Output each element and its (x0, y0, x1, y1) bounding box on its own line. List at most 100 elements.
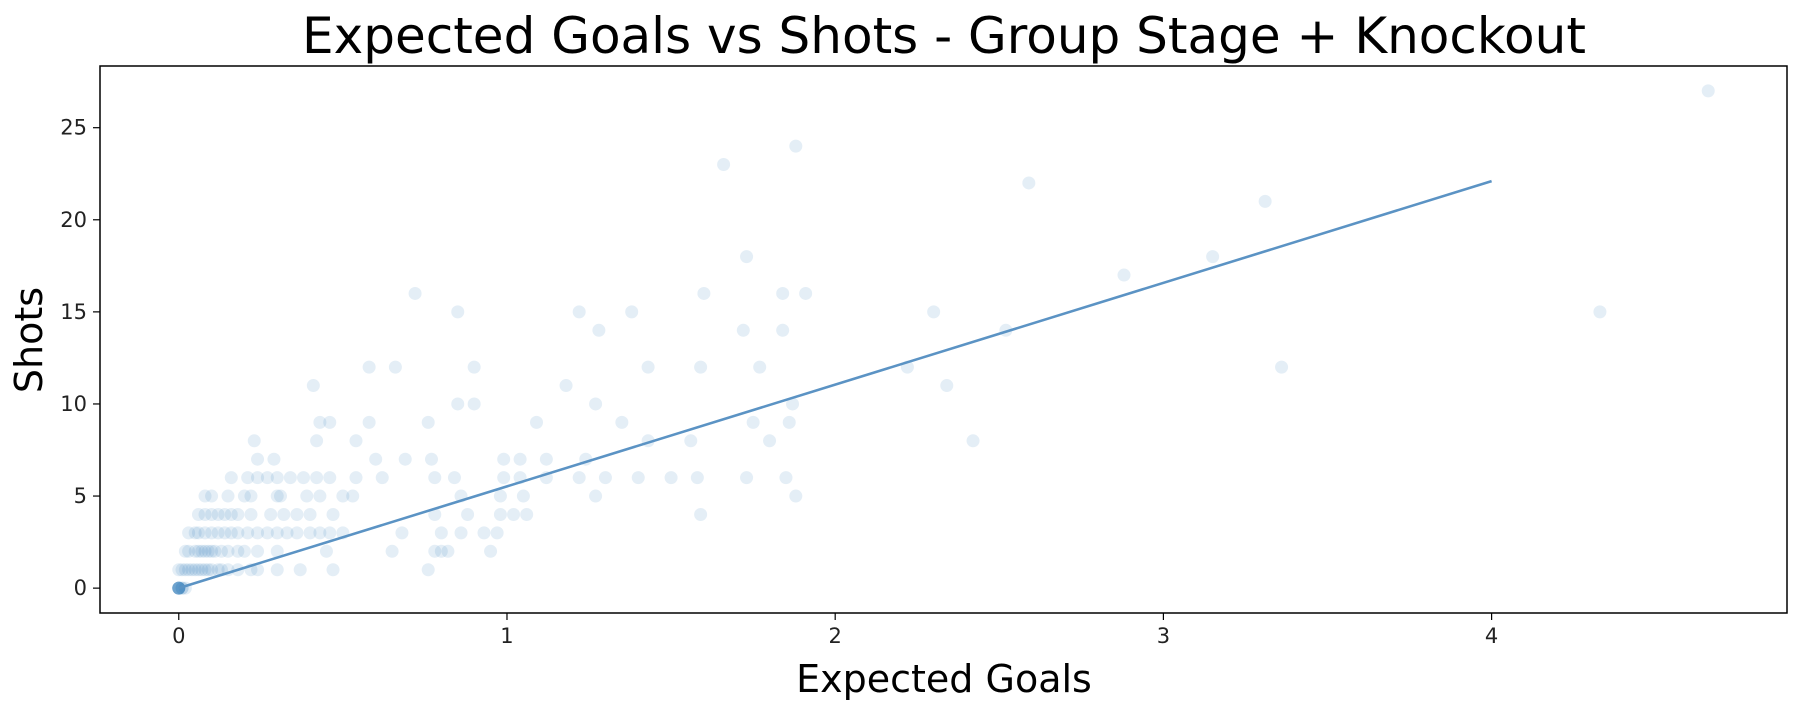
data-point (198, 489, 212, 503)
data-point (375, 471, 389, 485)
data-point (434, 544, 448, 558)
data-point (497, 471, 511, 485)
data-point (428, 544, 442, 558)
data-point (195, 563, 209, 577)
data-point (641, 360, 655, 374)
data-point (763, 434, 777, 448)
chart-title: Expected Goals vs Shots - Group Stage + … (302, 7, 1586, 65)
data-point (434, 526, 448, 540)
data-point (507, 507, 521, 521)
data-points (172, 84, 1715, 595)
data-point (201, 544, 215, 558)
data-point (493, 507, 507, 521)
data-point (270, 544, 284, 558)
data-point (293, 563, 307, 577)
data-point (398, 452, 412, 466)
data-point (224, 526, 238, 540)
data-point (1022, 176, 1036, 190)
data-point (205, 489, 219, 503)
data-point (493, 489, 507, 503)
data-point (1593, 305, 1607, 319)
data-point (251, 526, 265, 540)
data-point (421, 563, 435, 577)
data-point (198, 526, 212, 540)
data-point (195, 544, 209, 558)
data-point (1206, 250, 1220, 264)
data-point (188, 563, 202, 577)
data-point (270, 471, 284, 485)
data-point (789, 489, 803, 503)
data-point (1275, 360, 1289, 374)
data-point (191, 507, 205, 521)
x-tick-label: 0 (172, 624, 185, 648)
data-point (746, 415, 760, 429)
data-point (940, 379, 954, 393)
data-point (451, 397, 465, 411)
y-tick-label: 20 (60, 208, 87, 232)
data-point (198, 544, 212, 558)
y-tick-label: 0 (74, 576, 87, 600)
data-point (717, 158, 731, 172)
data-point (300, 489, 314, 503)
data-point (631, 471, 645, 485)
data-point (274, 489, 288, 503)
data-point (697, 286, 711, 300)
data-point (205, 526, 219, 540)
data-point (178, 563, 192, 577)
data-point (277, 507, 291, 521)
data-point (467, 397, 481, 411)
data-point (251, 563, 265, 577)
data-point (260, 471, 274, 485)
data-point (484, 544, 498, 558)
data-point (208, 544, 222, 558)
data-point (736, 323, 750, 337)
data-point (395, 526, 409, 540)
data-point (428, 471, 442, 485)
data-point (779, 471, 793, 485)
data-point (388, 360, 402, 374)
data-point (221, 489, 235, 503)
data-point (530, 415, 544, 429)
data-point (244, 489, 258, 503)
data-point (251, 471, 265, 485)
y-tick-label: 15 (60, 300, 87, 324)
data-point (267, 452, 281, 466)
data-point (349, 434, 363, 448)
data-point (490, 526, 504, 540)
data-point (441, 544, 455, 558)
data-point (385, 544, 399, 558)
data-point (303, 507, 317, 521)
data-point (615, 415, 629, 429)
data-point (247, 434, 261, 448)
data-point (182, 563, 196, 577)
data-point (684, 434, 698, 448)
data-point (447, 471, 461, 485)
data-point (323, 526, 337, 540)
data-point (224, 507, 238, 521)
data-point (185, 563, 199, 577)
data-point (205, 544, 219, 558)
data-point (251, 544, 265, 558)
data-point (211, 526, 225, 540)
data-point (539, 452, 553, 466)
axis-ticks: 0 1 2 3 4 0 5 10 15 20 25 (60, 116, 1498, 648)
data-point (221, 544, 235, 558)
data-point (497, 452, 511, 466)
data-point (303, 526, 317, 540)
data-point (572, 471, 586, 485)
data-point (740, 471, 754, 485)
data-point (191, 526, 205, 540)
x-axis-label: Expected Goals (796, 657, 1092, 701)
data-point (1258, 194, 1272, 208)
data-point (559, 379, 573, 393)
data-point (572, 305, 586, 319)
data-point (592, 323, 606, 337)
x-tick-label: 4 (1485, 624, 1498, 648)
data-point (313, 526, 327, 540)
data-point (218, 507, 232, 521)
data-point (182, 544, 196, 558)
data-point (589, 489, 603, 503)
data-point (260, 526, 274, 540)
data-point (319, 544, 333, 558)
data-point (520, 507, 534, 521)
